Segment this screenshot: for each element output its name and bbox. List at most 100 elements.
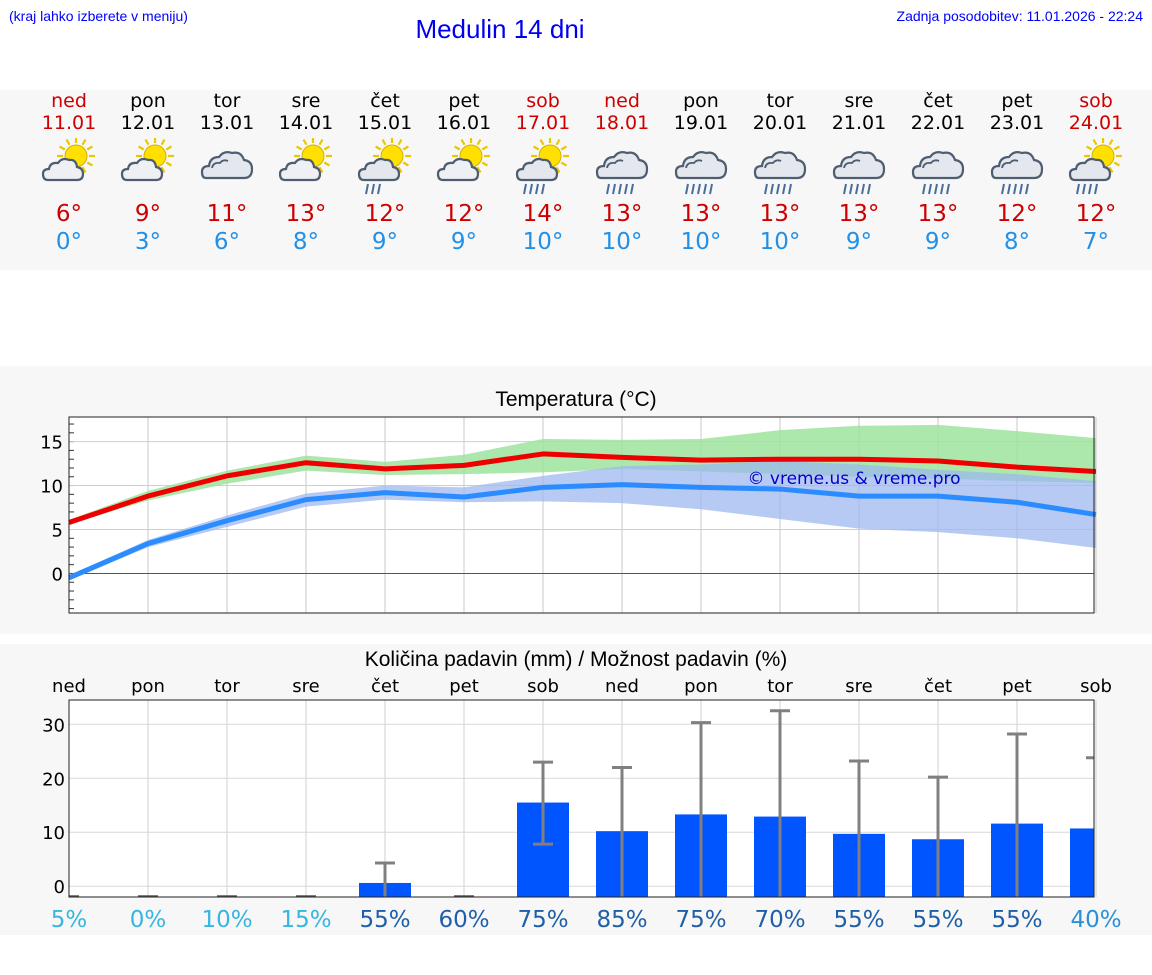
max-temp: 6°: [55, 201, 83, 227]
rain-icon: [922, 183, 950, 195]
max-temp: 12°: [443, 201, 485, 227]
precip-chance-label: 55%: [359, 907, 410, 933]
max-temp: 13°: [917, 201, 959, 227]
sun-ray: [302, 138, 308, 146]
min-temp: 9°: [924, 229, 952, 255]
day-date: 11.01: [41, 112, 97, 134]
min-temp: 9°: [371, 229, 399, 255]
min-temp: 9°: [845, 229, 873, 255]
sun-ray: [1085, 145, 1093, 151]
day-name: pet: [1001, 90, 1033, 112]
rain-drop: [523, 183, 527, 195]
day-column: sre 14.01 13° 8°: [266, 90, 346, 256]
cloud-icon: [357, 157, 401, 182]
day-name: ned: [51, 90, 87, 112]
day-date: 18.01: [594, 112, 650, 134]
precip-chance-label: 40%: [1070, 907, 1121, 933]
cloud-inner-line: [764, 159, 782, 169]
cloud-icon: [674, 151, 728, 180]
rain-drop: [782, 183, 786, 195]
cloud-inner-line: [843, 159, 861, 169]
sun-ray: [460, 138, 466, 146]
day-date: 20.01: [752, 112, 808, 134]
x-category-label: sre: [845, 676, 872, 697]
rain-drop: [691, 183, 695, 195]
cloud-shape: [990, 151, 1044, 180]
rain-drop: [1019, 183, 1023, 195]
tmin-line: [68, 482, 1097, 581]
cloud-shape: [436, 157, 480, 182]
precip-chance-label: 85%: [596, 907, 647, 933]
day-column: pon 12.01 9° 3°: [108, 90, 188, 256]
forecast-strip: [0, 90, 1152, 270]
rain-drop: [770, 183, 774, 195]
day-date: 14.01: [278, 112, 334, 134]
cloud-icon: [911, 151, 965, 180]
x-category-label: sob: [1080, 676, 1112, 697]
cloud-shape: [1068, 157, 1112, 182]
cloud-shape: [674, 151, 728, 180]
precip-chance-label: 70%: [754, 907, 805, 933]
min-temp: 10°: [601, 229, 643, 255]
sun-ray: [81, 138, 87, 146]
y-tick-label: 10: [40, 477, 63, 498]
sun-ray: [81, 166, 87, 174]
sun-ray: [144, 138, 150, 146]
sun-ray: [323, 145, 331, 151]
plot-frame: [68, 699, 1095, 898]
x-category-label: ned: [605, 676, 639, 697]
min-temp: 8°: [292, 229, 320, 255]
day-column: čet 15.01 12° 9°: [345, 90, 425, 256]
cloud-shape: [120, 157, 164, 182]
max-temp: 13°: [759, 201, 801, 227]
rain-drop: [535, 183, 539, 195]
rain-drop: [541, 183, 545, 195]
cloud-shape: [357, 157, 401, 182]
precip-chance-label: 15%: [280, 907, 331, 933]
day-date: 19.01: [673, 112, 729, 134]
location-hint: (kraj lahko izberete v meniju): [9, 8, 188, 24]
precipitation-chart-title: Količina padavin (mm) / Možnost padavin …: [364, 648, 788, 671]
weather-sun-cloud-rain-icon: [503, 134, 583, 200]
rain-drop: [776, 183, 780, 195]
rain-drop: [764, 183, 768, 195]
weather-cloud-rain-icon: [898, 134, 978, 200]
rain-drop: [371, 183, 375, 195]
weather-cloud-rain-icon: [661, 134, 741, 200]
weather-cloud-rain-icon: [977, 134, 1057, 200]
day-date: 24.01: [1068, 112, 1124, 134]
sun-ray: [476, 138, 482, 146]
sun-ray: [1108, 138, 1114, 146]
day-column: sob 17.01 14° 10°: [503, 90, 583, 256]
precip-chance-label: 60%: [438, 907, 489, 933]
precip-chance-label: 75%: [517, 907, 568, 933]
day-date: 12.01: [120, 112, 176, 134]
cloud-shape: [200, 151, 254, 180]
rain-drop: [630, 183, 634, 195]
x-category-label: sob: [527, 676, 559, 697]
rain-drop: [1082, 183, 1086, 195]
cloud-inner-line: [685, 159, 703, 169]
sun-ray: [397, 166, 403, 174]
day-name: tor: [766, 90, 794, 112]
cloud-icon: [1068, 157, 1112, 182]
rain-drop: [788, 183, 792, 195]
sun-ray: [1092, 138, 1098, 146]
weather-sun-cloud-icon: [29, 134, 109, 200]
min-temp: 10°: [759, 229, 801, 255]
rain-drop: [709, 183, 713, 195]
cloud-icon: [832, 151, 886, 180]
sun-ray: [323, 161, 331, 167]
rain-icon: [523, 183, 545, 195]
day-date: 21.01: [831, 112, 887, 134]
precip-chance-label: 75%: [675, 907, 726, 933]
max-temp: 13°: [601, 201, 643, 227]
day-date: 17.01: [515, 112, 571, 134]
last-updated: Zadnja posodobitev: 11.01.2026 - 22:24: [896, 8, 1143, 24]
x-category-label: sre: [292, 676, 319, 697]
rain-icon: [843, 183, 871, 195]
sun-ray: [160, 138, 166, 146]
min-temp: 3°: [134, 229, 162, 255]
cloud-icon: [200, 151, 254, 180]
day-column: čet 22.01 13° 9°: [898, 90, 978, 256]
